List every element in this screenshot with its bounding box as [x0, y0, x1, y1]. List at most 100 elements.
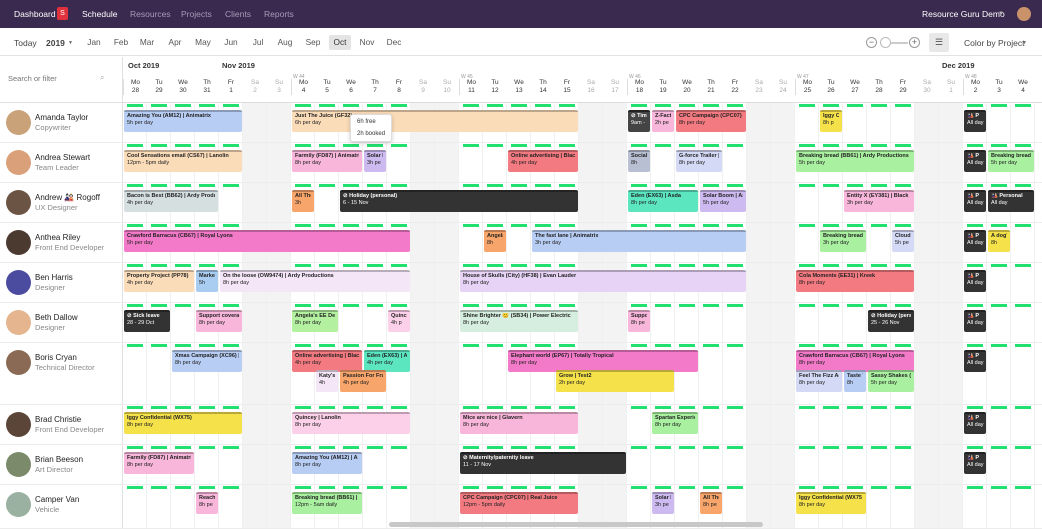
day-header[interactable]: Tu 26	[819, 79, 843, 95]
month-jan[interactable]: Jan	[87, 37, 101, 47]
booking[interactable]: 🎎 P All day	[964, 270, 986, 292]
nav-clients[interactable]: Clients	[225, 9, 251, 19]
booking[interactable]: 🎎 Personal All day	[988, 190, 1034, 212]
day-header[interactable]: Th 14	[531, 79, 555, 95]
avatar[interactable]	[6, 412, 31, 437]
day-header[interactable]: Su 17	[603, 79, 627, 95]
day-header[interactable]: Su 10	[435, 79, 459, 95]
resource-name[interactable]: Andrew 🎎 Rogoff	[35, 193, 100, 202]
day-header[interactable]: Mo 18	[627, 79, 651, 95]
booking[interactable]: Iggy Confidential (WX75) 8h per day	[124, 412, 242, 434]
booking[interactable]: Elephant world (EP67) | Totally Tropical…	[508, 350, 698, 372]
booking[interactable]: Bacon is Best (BB62) | Ardy Productions4…	[124, 190, 218, 212]
color-by-select[interactable]: Color by Project	[964, 38, 1025, 48]
booking[interactable]: Quince4h p	[388, 310, 410, 332]
booking[interactable]: Breaking bread (B5h per day	[988, 150, 1034, 172]
booking[interactable]: Iggy C 8h p	[820, 110, 842, 132]
booking[interactable]: Z-Facto2h pe	[652, 110, 674, 132]
resource-name[interactable]: Brian Beeson	[35, 455, 84, 464]
booking[interactable]: 🎎 P All day	[964, 110, 986, 132]
resource-name[interactable]: Boris Cryan	[35, 353, 77, 362]
booking[interactable]: On the loose (OW9474) | Ardy Productions…	[220, 270, 410, 292]
day-header[interactable]: Tu 29	[147, 79, 171, 95]
zoom-slider-handle[interactable]	[880, 37, 891, 48]
booking[interactable]: ⊘ Holiday (personal) 6 - 15 Nov	[340, 190, 578, 212]
day-header[interactable]: We 30	[171, 79, 195, 95]
day-header[interactable]: Mo 25	[795, 79, 819, 95]
booking[interactable]: Sassy Shakes (S 5h per day	[868, 370, 914, 392]
day-header[interactable]: Th 7	[363, 79, 387, 95]
booking[interactable]: Property Project (PP78) 4h per day	[124, 270, 194, 292]
booking[interactable]: Angela's EE Dec 8h per day	[292, 310, 338, 332]
resource-row[interactable]: Brian Beeson Art Director	[0, 445, 123, 485]
booking[interactable]: Passion For Frui 4h per day	[340, 370, 386, 392]
booking[interactable]: Cool Sensations email (CS67) | Lanolin 12…	[124, 150, 242, 172]
day-header[interactable]: Su 3	[267, 79, 291, 95]
month-aug[interactable]: Aug	[277, 37, 293, 47]
resource-row[interactable]: Amanda Taylor Copywriter	[0, 103, 123, 143]
avatar[interactable]	[6, 310, 31, 335]
booking[interactable]: Eden (EX63) | A 4h per day	[364, 350, 410, 372]
booking[interactable]: Online advertising | Black 4h per day	[508, 150, 578, 172]
day-header[interactable]: Fr 8	[387, 79, 411, 95]
day-header[interactable]: Fr 1	[219, 79, 243, 95]
nav-dashboard[interactable]: Dashboard	[14, 9, 56, 19]
booking[interactable]: Feel The Fizz Ad 8h per day	[796, 370, 842, 392]
day-header[interactable]: Sa 2	[243, 79, 267, 95]
booking[interactable]: Social M8h	[628, 150, 650, 172]
day-header[interactable]: We 27	[843, 79, 867, 95]
booking[interactable]: ⊘ Tim 9am -	[628, 110, 650, 132]
resource-row[interactable]: Andrea Stewart Team Leader	[0, 143, 123, 183]
nav-reports[interactable]: Reports	[264, 9, 294, 19]
booking[interactable]: Cola Moments (EE31) | Kreek 8h per day	[796, 270, 914, 292]
booking[interactable]: 🎎 P All day	[964, 452, 986, 474]
booking[interactable]: 🎎 P All day	[964, 230, 986, 252]
month-apr[interactable]: Apr	[168, 37, 182, 47]
day-header[interactable]: Fr 29	[891, 79, 915, 95]
booking[interactable]: CPC Campaign (CPC07) | Real Juice 12pm - …	[460, 492, 578, 514]
booking[interactable]: Farmily (FD87) | Animatrix 8h per day	[124, 452, 194, 474]
day-header[interactable]: Fr 15	[555, 79, 579, 95]
day-header[interactable]: Tu 12	[483, 79, 507, 95]
booking[interactable]: Breaking bread (BB61) | 12pm - 5am daily	[292, 492, 362, 514]
booking[interactable]: CPC Campaign (CPC07) | Real8h per day	[676, 110, 746, 132]
day-header[interactable]: Mo 11	[459, 79, 483, 95]
resource-name[interactable]: Amanda Taylor	[35, 113, 89, 122]
booking[interactable]: Amazing You (AM12) | Animatrix 5h per day	[124, 110, 242, 132]
day-header[interactable]: We 20	[675, 79, 699, 95]
month-may[interactable]: May	[195, 37, 211, 47]
booking[interactable]: ⊘ Holiday (pers 25 - 26 Nov	[868, 310, 914, 332]
booking[interactable]: Grow | Test2 2h per day	[556, 370, 674, 392]
booking[interactable]: Crawford Barracus (CB67) | Royal Lyons 5h…	[124, 230, 410, 252]
resource-row[interactable]: Beth Dallow Designer	[0, 303, 123, 343]
resource-name[interactable]: Andrea Stewart	[35, 153, 91, 162]
avatar[interactable]	[6, 150, 31, 175]
booking[interactable]: 🎎 P All day	[964, 190, 986, 212]
day-header[interactable]: Mo 28	[123, 79, 147, 95]
day-header[interactable]: Su 1	[939, 79, 963, 95]
month-dec[interactable]: Dec	[386, 37, 402, 47]
today-button[interactable]: Today	[14, 38, 37, 48]
booking[interactable]: Cloud S5h pe	[892, 230, 914, 252]
resource-name[interactable]: Anthea Riley	[35, 233, 81, 242]
booking[interactable]: ⊘ Sick leave 28 - 29 Oct	[124, 310, 170, 332]
resource-name[interactable]: Ben Harris	[35, 273, 73, 282]
resource-row[interactable]: Boris Cryan Technical Director	[0, 343, 123, 405]
booking[interactable]: Angela8h	[484, 230, 506, 252]
avatar[interactable]	[6, 190, 31, 215]
month-nov[interactable]: Nov	[359, 37, 375, 47]
day-header[interactable]: Mo 2	[963, 79, 987, 95]
day-header[interactable]: Sa 23	[747, 79, 771, 95]
day-header[interactable]: Th 31	[195, 79, 219, 95]
nav-projects[interactable]: Projects	[181, 9, 212, 19]
booking[interactable]: Iggy Confidential (WX75 8h per day	[796, 492, 866, 514]
day-header[interactable]: We 4	[1011, 79, 1035, 95]
month-oct[interactable]: Oct	[329, 35, 351, 50]
avatar[interactable]	[6, 492, 31, 517]
zoom-slider-track[interactable]	[880, 42, 908, 44]
booking[interactable]: A dog's8h	[988, 230, 1010, 252]
booking[interactable]: Solar B3h pe	[364, 150, 386, 172]
booking[interactable]: 🎎 P All day	[964, 350, 986, 372]
chevron-down-icon[interactable]: ▼	[998, 11, 1004, 17]
account-menu[interactable]: Resource Guru Demo	[922, 9, 1005, 19]
